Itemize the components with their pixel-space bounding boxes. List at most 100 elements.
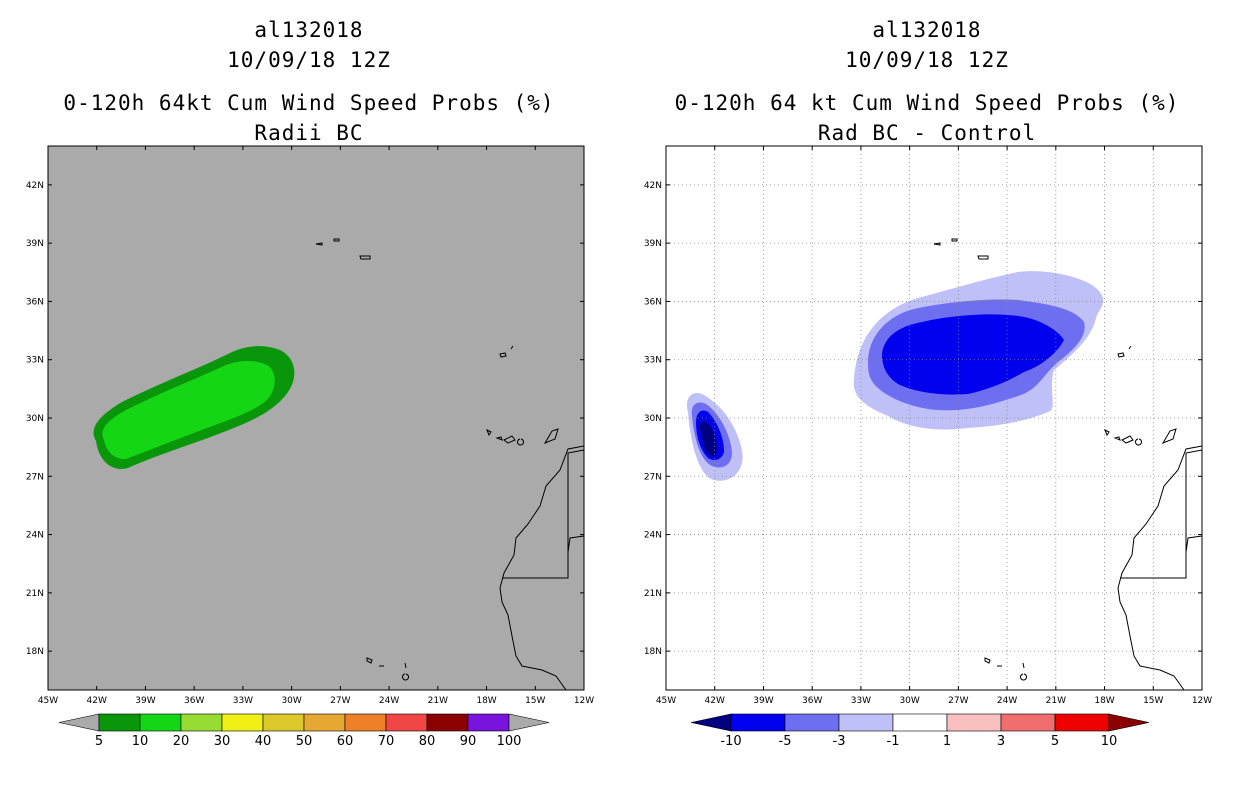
- colorbar-segment: [946, 713, 1002, 732]
- lon-label: 42W: [705, 696, 725, 706]
- coastline: [933, 238, 1203, 691]
- colorbar-right-arrow: [1108, 713, 1150, 732]
- product-subtitle: Rad BC - Control: [817, 121, 1037, 145]
- colorbar-segment: [467, 713, 510, 732]
- lat-label: 36N: [644, 297, 662, 307]
- colorbar-right-arrow: [508, 713, 550, 732]
- forecast-time: 10/09/18 12Z: [227, 48, 391, 72]
- lat-label: 36N: [26, 297, 44, 307]
- product-title: 0-120h 64 kt Cum Wind Speed Probs (%): [674, 91, 1180, 115]
- lon-label: 36W: [802, 696, 822, 706]
- forecast-time: 10/09/18 12Z: [845, 48, 1009, 72]
- colorbar-label: 90: [460, 734, 477, 749]
- colorbar-segment: [1000, 713, 1056, 732]
- lon-label: 39W: [753, 696, 773, 706]
- colorbar-label: 1: [943, 734, 951, 749]
- colorbar-label: -3: [833, 734, 846, 749]
- colorbar-segment: [730, 713, 786, 732]
- colorbar-segment: [1054, 713, 1110, 732]
- colorbar-segment: [98, 713, 141, 732]
- lat-label: 21N: [644, 589, 662, 599]
- colorbar-label: 5: [95, 734, 103, 749]
- lon-label: 27W: [330, 696, 350, 706]
- colorbar-label: 3: [997, 734, 1005, 749]
- colorbar-label: 10: [1101, 734, 1118, 749]
- lat-label: 24N: [26, 531, 44, 541]
- lon-label: 45W: [656, 696, 676, 706]
- lon-label: 24W: [379, 696, 399, 706]
- lat-label: 33N: [26, 356, 44, 366]
- lon-label: 24W: [997, 696, 1017, 706]
- lat-label: 39N: [644, 239, 662, 249]
- colorbar-segment: [262, 713, 305, 732]
- colorbar-segment: [221, 713, 264, 732]
- colorbar-segment: [139, 713, 182, 732]
- colorbar-label: 100: [497, 734, 522, 749]
- colorbar-label: 70: [378, 734, 395, 749]
- lon-label: 15W: [525, 696, 545, 706]
- lon-label: 36W: [184, 696, 204, 706]
- colorbar-label: 80: [419, 734, 436, 749]
- lat-label: 21N: [26, 589, 44, 599]
- colorbar-label: 50: [296, 734, 313, 749]
- colorbar-label: -1: [887, 734, 900, 749]
- lat-label: 39N: [26, 239, 44, 249]
- colorbar-label: 30: [214, 734, 231, 749]
- lat-label: 30N: [644, 414, 662, 424]
- lon-label: 39W: [135, 696, 155, 706]
- lon-label: 12W: [1192, 696, 1212, 706]
- colorbar-label: 40: [255, 734, 272, 749]
- difference-map: 42N 39N 36N 33N 30N 27N 24N 21N 18N 45W 42W 39W 36W 3…: [644, 145, 1212, 706]
- lat-label: 27N: [644, 472, 662, 482]
- storm-id: al132018: [254, 18, 364, 42]
- colorbar-label: 60: [337, 734, 354, 749]
- colorbar-left-arrow: [690, 713, 732, 732]
- colorbar-label: 5: [1051, 734, 1059, 749]
- left-panel: al132018 10/09/18 12Z 0-120h 64kt Cum Wi…: [26, 18, 594, 749]
- lat-label: 27N: [26, 472, 44, 482]
- contour-west-dark: [700, 421, 717, 457]
- right-panel: al132018 10/09/18 12Z 0-120h 64 kt Cum W…: [618, 0, 1236, 800]
- lon-label: 21W: [428, 696, 448, 706]
- colorbar-label: -5: [779, 734, 792, 749]
- lat-label: 30N: [26, 414, 44, 424]
- lat-label: 42N: [26, 181, 44, 191]
- lat-label: 42N: [644, 181, 662, 191]
- lat-label: 33N: [644, 356, 662, 366]
- lon-label: 18W: [1094, 696, 1114, 706]
- colorbar-segment: [180, 713, 223, 732]
- lon-label: 33W: [233, 696, 253, 706]
- product-subtitle: Radii BC: [254, 121, 364, 145]
- colorbar-segment: [838, 713, 894, 732]
- probability-map: 42N 39N 36N 33N 30N 27N 24N 21N 18N 45W 42W 39W 36W 3…: [26, 145, 594, 706]
- colorbar-segment: [784, 713, 840, 732]
- colorbar-left-arrow: [58, 713, 100, 732]
- lat-label: 24N: [644, 531, 662, 541]
- lon-label: 18W: [476, 696, 496, 706]
- coastline: [315, 238, 585, 691]
- colorbar-segment: [892, 713, 948, 732]
- colorbar: 5 10 20 30 40 50 60 70 80 90 100: [58, 713, 550, 749]
- lon-label: 21W: [1046, 696, 1066, 706]
- lat-label: 18N: [644, 647, 662, 657]
- contour-10-20: [102, 361, 275, 460]
- product-title: 0-120h 64kt Cum Wind Speed Probs (%): [63, 91, 555, 115]
- storm-id: al132018: [872, 18, 982, 42]
- colorbar-label: -10: [720, 734, 741, 749]
- lon-label: 27W: [948, 696, 968, 706]
- lon-label: 42W: [87, 696, 107, 706]
- contour-central-blue: [882, 314, 1064, 395]
- lon-label: 30W: [281, 696, 301, 706]
- lon-label: 30W: [899, 696, 919, 706]
- lon-label: 33W: [851, 696, 871, 706]
- lon-label: 12W: [574, 696, 594, 706]
- lat-label: 18N: [26, 647, 44, 657]
- colorbar-label: 20: [173, 734, 190, 749]
- lon-label: 45W: [38, 696, 58, 706]
- colorbar-segment: [385, 713, 428, 732]
- colorbar-segment: [344, 713, 387, 732]
- lon-label: 15W: [1143, 696, 1163, 706]
- colorbar-label: 10: [132, 734, 149, 749]
- colorbar-segment: [303, 713, 346, 732]
- colorbar-segment: [426, 713, 469, 732]
